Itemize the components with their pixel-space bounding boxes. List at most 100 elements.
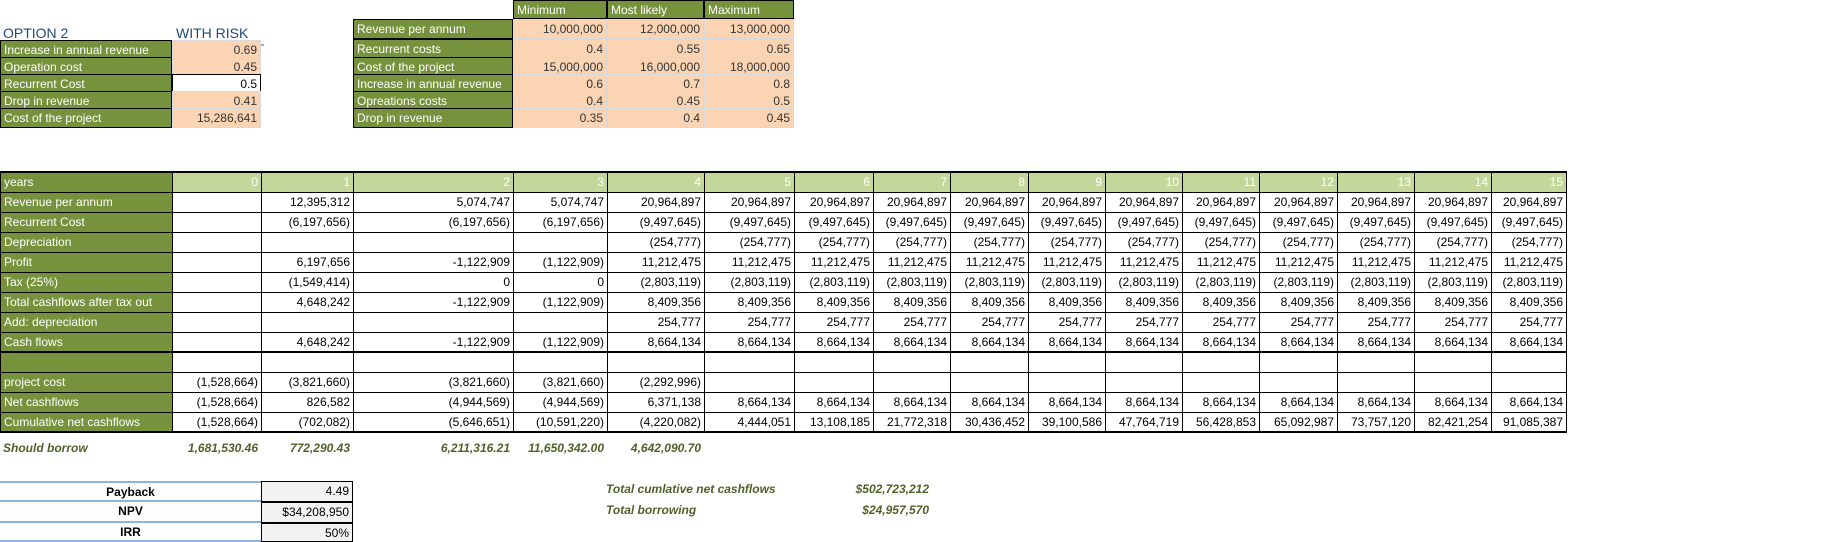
table-cell[interactable] — [172, 191, 262, 213]
table-cell[interactable]: 47,764,719 — [1105, 411, 1183, 433]
table-cell[interactable]: 254,777 — [950, 311, 1029, 333]
table-cell[interactable]: (4,944,569) — [353, 391, 514, 413]
table-cell[interactable] — [1491, 351, 1567, 373]
table-cell[interactable]: 11,212,475 — [1414, 251, 1492, 273]
table-cell[interactable]: (9,497,645) — [1182, 211, 1260, 233]
year-header-cell[interactable]: 1 — [261, 171, 354, 193]
table-cell[interactable]: 254,777 — [704, 311, 795, 333]
table-cell[interactable]: (1,122,909) — [513, 291, 608, 313]
table-cell[interactable]: 11,212,475 — [704, 251, 795, 273]
table-cell[interactable]: (1,549,414) — [261, 271, 354, 293]
table-cell[interactable]: (6,197,656) — [353, 211, 514, 233]
table-cell[interactable]: (2,803,119) — [1259, 271, 1338, 293]
table-cell[interactable]: (4,944,569) — [513, 391, 608, 413]
table-cell[interactable]: (254,777) — [1105, 231, 1183, 253]
table-cell[interactable] — [172, 331, 262, 353]
table-cell[interactable]: 8,409,356 — [1491, 291, 1567, 313]
table-cell[interactable]: 91,085,387 — [1491, 411, 1567, 433]
table-cell[interactable]: 254,777 — [1182, 311, 1260, 333]
table-cell[interactable]: (254,777) — [1028, 231, 1106, 253]
table-cell[interactable]: 0 — [513, 271, 608, 293]
year-header-cell[interactable]: 6 — [794, 171, 874, 193]
table-cell[interactable]: 8,664,134 — [1182, 391, 1260, 413]
table-cell[interactable]: (3,821,660) — [261, 371, 354, 393]
table-cell[interactable]: 254,777 — [1028, 311, 1106, 333]
risk-value[interactable]: 13,000,000 — [704, 19, 794, 39]
table-cell[interactable] — [1105, 371, 1183, 393]
table-cell[interactable] — [1028, 351, 1106, 373]
table-cell[interactable]: 8,409,356 — [607, 291, 705, 313]
year-header-cell[interactable]: 7 — [873, 171, 951, 193]
table-cell[interactable]: 8,664,134 — [1491, 331, 1567, 353]
table-cell[interactable]: 8,664,134 — [1105, 331, 1183, 353]
table-cell[interactable] — [794, 351, 874, 373]
risk-value[interactable]: 0.65 — [704, 39, 794, 59]
table-cell[interactable]: 8,409,356 — [794, 291, 874, 313]
table-cell[interactable]: 11,212,475 — [1259, 251, 1338, 273]
table-cell[interactable]: (9,497,645) — [607, 211, 705, 233]
table-cell[interactable] — [172, 211, 262, 233]
table-cell[interactable]: (2,803,119) — [873, 271, 951, 293]
table-cell[interactable]: 20,964,897 — [1105, 191, 1183, 213]
table-cell[interactable]: 8,409,356 — [1337, 291, 1415, 313]
table-cell[interactable] — [873, 351, 951, 373]
table-cell[interactable]: 8,409,356 — [1105, 291, 1183, 313]
year-header-cell[interactable]: 15 — [1491, 171, 1567, 193]
table-cell[interactable]: 4,648,242 — [261, 291, 354, 313]
table-cell[interactable]: (9,497,645) — [794, 211, 874, 233]
table-cell[interactable]: 254,777 — [1491, 311, 1567, 333]
table-cell[interactable]: 73,757,120 — [1337, 411, 1415, 433]
table-cell[interactable]: 20,964,897 — [950, 191, 1029, 213]
table-cell[interactable]: -1,122,909 — [353, 291, 514, 313]
table-cell[interactable] — [1414, 371, 1492, 393]
table-cell[interactable]: 20,964,897 — [1182, 191, 1260, 213]
table-cell[interactable]: (2,803,119) — [1105, 271, 1183, 293]
table-cell[interactable]: 254,777 — [1105, 311, 1183, 333]
table-cell[interactable]: 826,582 — [261, 391, 354, 413]
option-value-selected[interactable]: 0.5 — [172, 74, 261, 94]
risk-value[interactable]: 0.4 — [513, 91, 607, 111]
table-cell[interactable]: (254,777) — [704, 231, 795, 253]
year-header-cell[interactable]: 5 — [704, 171, 795, 193]
table-cell[interactable]: 254,777 — [607, 311, 705, 333]
table-cell[interactable]: (254,777) — [950, 231, 1029, 253]
table-cell[interactable] — [513, 231, 608, 253]
table-cell[interactable]: 20,964,897 — [1414, 191, 1492, 213]
table-cell[interactable] — [950, 371, 1029, 393]
option-value[interactable]: 15,286,641 — [172, 108, 261, 128]
table-cell[interactable]: 11,212,475 — [794, 251, 874, 273]
table-cell[interactable]: 8,664,134 — [873, 331, 951, 353]
table-cell[interactable]: 4,444,051 — [704, 411, 795, 433]
year-header-cell[interactable]: 9 — [1028, 171, 1106, 193]
table-cell[interactable]: (3,821,660) — [513, 371, 608, 393]
table-cell[interactable]: (254,777) — [873, 231, 951, 253]
table-cell[interactable] — [261, 351, 354, 373]
table-cell[interactable]: 254,777 — [794, 311, 874, 333]
table-cell[interactable]: 8,409,356 — [1028, 291, 1106, 313]
table-cell[interactable]: 8,664,134 — [794, 331, 874, 353]
table-cell[interactable] — [1337, 371, 1415, 393]
year-header-cell[interactable]: 8 — [950, 171, 1029, 193]
risk-value[interactable]: 0.55 — [607, 39, 704, 59]
table-cell[interactable]: 8,664,134 — [1105, 391, 1183, 413]
table-cell[interactable]: 8,664,134 — [873, 391, 951, 413]
table-cell[interactable] — [1182, 371, 1260, 393]
table-cell[interactable]: 82,421,254 — [1414, 411, 1492, 433]
risk-value[interactable]: 0.45 — [704, 108, 794, 128]
table-cell[interactable] — [1028, 371, 1106, 393]
risk-value[interactable]: 15,000,000 — [513, 57, 607, 77]
table-cell[interactable]: 11,212,475 — [1182, 251, 1260, 273]
table-cell[interactable]: (254,777) — [607, 231, 705, 253]
table-cell[interactable] — [172, 291, 262, 313]
table-cell[interactable] — [1337, 351, 1415, 373]
table-cell[interactable]: 11,212,475 — [607, 251, 705, 273]
table-cell[interactable]: 11,212,475 — [1105, 251, 1183, 273]
table-cell[interactable] — [353, 231, 514, 253]
table-cell[interactable]: 8,664,134 — [1414, 391, 1492, 413]
table-cell[interactable]: 8,409,356 — [950, 291, 1029, 313]
table-cell[interactable]: 8,664,134 — [1182, 331, 1260, 353]
table-cell[interactable]: 20,964,897 — [1028, 191, 1106, 213]
table-cell[interactable]: 8,664,134 — [1028, 391, 1106, 413]
table-cell[interactable]: 13,108,185 — [794, 411, 874, 433]
table-cell[interactable]: 8,664,134 — [950, 391, 1029, 413]
